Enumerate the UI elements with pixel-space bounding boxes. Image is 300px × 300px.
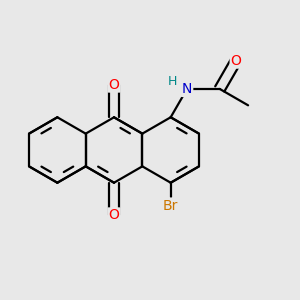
- Text: N: N: [182, 82, 192, 96]
- Text: O: O: [109, 78, 119, 92]
- Text: O: O: [231, 54, 242, 68]
- Text: Br: Br: [163, 199, 178, 213]
- Text: O: O: [109, 208, 119, 222]
- Text: H: H: [168, 75, 178, 88]
